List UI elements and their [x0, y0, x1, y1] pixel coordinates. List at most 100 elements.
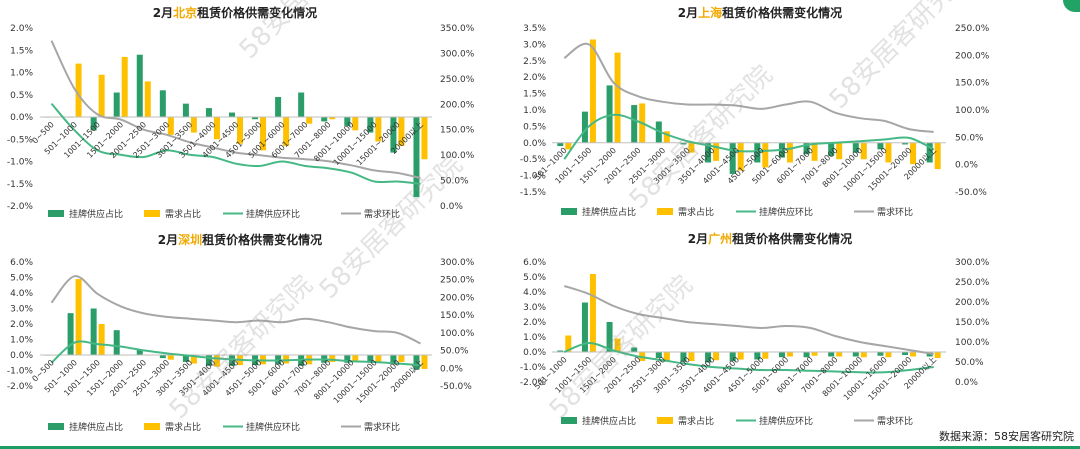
- line-demand-mom: [50, 40, 421, 179]
- chart-title: 2月上海租赁价格供需变化情况: [678, 5, 842, 20]
- bar-supply-share: [606, 85, 613, 143]
- bar-demand-share: [565, 335, 572, 352]
- chart-title: 2月深圳租赁价格供需变化情况: [158, 232, 322, 247]
- legend: 挂牌供应占比 需求占比 挂牌供应环比 需求环比: [561, 415, 913, 427]
- y2-tick-label: 50.0%: [955, 358, 984, 368]
- bar-demand-share: [329, 355, 336, 362]
- y-tick-label: 0.5%: [523, 122, 546, 132]
- bar-demand-share: [589, 274, 596, 352]
- title-prefix: 2月: [678, 6, 698, 20]
- bar-supply-share: [90, 308, 97, 355]
- bar-demand-share: [737, 142, 744, 171]
- y-tick-label: 0.5%: [10, 91, 33, 101]
- bar-supply-share: [413, 117, 420, 198]
- bar-demand-share: [98, 74, 105, 117]
- bar-demand-share: [885, 142, 892, 163]
- y-tick-label: -1.5%: [7, 180, 34, 190]
- bar-supply-share: [606, 322, 613, 352]
- bar-supply-share: [413, 355, 420, 370]
- bar-supply-share: [754, 352, 761, 360]
- bar-supply-share: [344, 117, 351, 126]
- bar-supply-share: [344, 355, 351, 363]
- y-tick-label: -0.5%: [520, 155, 547, 165]
- y-tick-label: -1.0%: [520, 363, 547, 373]
- y2-tick-label: 50.0%: [955, 133, 984, 143]
- bar-supply-share: [390, 355, 397, 363]
- title-city: 广州: [708, 231, 732, 246]
- y2-tick-label: -50.0%: [440, 382, 472, 392]
- x-tick-label: 10001~15000: [842, 355, 889, 402]
- bar-demand-share: [329, 117, 336, 120]
- bar-demand-share: [713, 142, 720, 161]
- bar-demand-share: [786, 352, 793, 357]
- legend-label: 挂牌供应占比: [582, 206, 636, 218]
- bar-supply-share: [680, 142, 687, 145]
- title-city: 深圳: [178, 232, 202, 247]
- y-tick-label: -1.5%: [520, 188, 547, 198]
- title-prefix: 2月: [158, 233, 178, 247]
- bar-demand-share: [934, 142, 941, 170]
- legend: 挂牌供应占比 需求占比 挂牌供应环比 需求环比: [48, 208, 400, 220]
- title-suffix: 租赁价格供需变化情况: [197, 5, 317, 20]
- legend-label: 挂牌供应环比: [759, 415, 813, 427]
- bar-demand-share: [885, 352, 892, 358]
- bar-supply-share: [390, 117, 397, 153]
- y2-tick-label: -50.0%: [955, 188, 987, 198]
- bar-demand-share: [190, 355, 197, 364]
- y2-tick-label: 150.0%: [955, 318, 990, 328]
- bar-supply-share: [705, 142, 712, 163]
- y-tick-label: 2.0%: [523, 73, 546, 83]
- bar-supply-share: [367, 117, 374, 133]
- bar-demand-share: [237, 117, 243, 144]
- bar-supply-share: [778, 352, 785, 358]
- y-tick-label: 1.5%: [523, 90, 546, 100]
- y2-tick-label: 200.0%: [955, 51, 990, 61]
- y2-tick-label: 300.0%: [440, 258, 475, 268]
- line-demand-mom: [563, 285, 934, 355]
- bar-demand-share: [398, 355, 405, 362]
- bar-supply-share: [229, 112, 235, 117]
- y-tick-label: -2.0%: [7, 382, 34, 392]
- y-tick-label: 6.0%: [523, 258, 546, 268]
- bar-supply-share: [852, 142, 859, 153]
- legend-label: 挂牌供应环比: [246, 421, 300, 433]
- y-tick-label: 5.0%: [10, 274, 33, 284]
- y-tick-label: 6.0%: [10, 258, 33, 268]
- chart-title: 2月北京租赁价格供需变化情况: [153, 5, 317, 20]
- bar-supply-share: [90, 117, 97, 131]
- y2-tick-label: 300.0%: [955, 258, 990, 268]
- data-source-note: 数据来源：58安居客研究院: [939, 430, 1074, 443]
- legend: 挂牌供应占比 需求占比 挂牌供应环比 需求环比: [48, 421, 400, 433]
- line-supply-mom: [50, 102, 421, 185]
- bar-supply-share: [252, 117, 259, 120]
- legend-label: 挂牌供应占比: [69, 208, 123, 220]
- bar-supply-share: [67, 313, 74, 355]
- y2-tick-label: 0.0%: [440, 364, 463, 374]
- bar-supply-share: [275, 96, 282, 117]
- bar-supply-share: [136, 349, 143, 355]
- bar-demand-share: [375, 117, 382, 142]
- bar-demand-share: [910, 142, 917, 165]
- y2-tick-label: 300.0%: [440, 49, 475, 59]
- chart-title: 2月广州租赁价格供需变化情况: [688, 231, 852, 246]
- y2-tick-label: 200.0%: [955, 298, 990, 308]
- bar-supply-share: [136, 54, 143, 117]
- legend-label: 需求环比: [877, 206, 913, 218]
- legend-swatch-demand_share: [144, 423, 160, 430]
- bar-demand-share: [910, 352, 917, 357]
- y-tick-label: 4.0%: [523, 288, 546, 298]
- legend-label: 需求占比: [165, 208, 201, 220]
- bar-demand-share: [663, 131, 670, 143]
- bar-supply-share: [321, 117, 328, 122]
- y-tick-label: 2.0%: [10, 320, 33, 330]
- y-tick-label: 1.0%: [523, 333, 546, 343]
- legend-swatch-supply_share: [561, 417, 577, 424]
- y-tick-label: 0.0%: [523, 139, 546, 149]
- y2-tick-label: 50.0%: [440, 347, 469, 357]
- bar-demand-share: [811, 352, 818, 356]
- legend-swatch-demand_share: [657, 208, 673, 215]
- bar-supply-share: [729, 352, 736, 361]
- bar-demand-share: [213, 355, 220, 367]
- bar-supply-share: [754, 142, 761, 163]
- y2-tick-label: 150.0%: [440, 126, 475, 136]
